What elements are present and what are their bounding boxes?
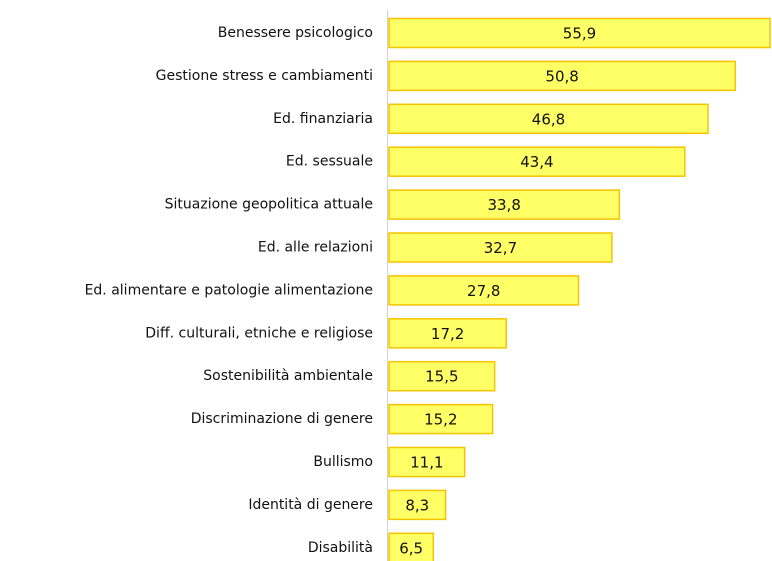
bar (388, 532, 435, 561)
bar (388, 189, 621, 220)
bar (388, 232, 613, 263)
category-label: Diff. culturali, etniche e religiose (145, 325, 373, 341)
category-label: Sostenibilità ambientale (203, 368, 373, 384)
category-label: Disabilità (308, 540, 373, 556)
data-label: 43,4 (520, 153, 553, 171)
bar (388, 275, 580, 306)
data-label: 27,8 (467, 282, 500, 300)
data-label: 17,2 (431, 325, 464, 343)
data-label: 46,8 (532, 110, 565, 128)
data-label: 15,5 (425, 368, 458, 386)
data-label: 50,8 (545, 67, 578, 85)
bar (388, 17, 771, 49)
category-label: Gestione stress e cambiamenti (156, 68, 373, 84)
data-label: 8,3 (405, 496, 429, 514)
category-label: Ed. finanziaria (273, 111, 373, 127)
category-label: Ed. sessuale (286, 154, 373, 170)
bar (388, 60, 736, 92)
category-label: Ed. alle relazioni (258, 240, 373, 256)
data-label: 11,1 (410, 454, 443, 472)
bar (388, 360, 496, 392)
bar (388, 146, 686, 177)
data-label: 55,9 (563, 25, 596, 43)
bar (388, 103, 709, 135)
data-label: 33,8 (487, 196, 520, 214)
category-label: Benessere psicologico (218, 25, 373, 41)
data-label: 32,7 (484, 239, 517, 257)
bar (388, 318, 507, 349)
category-label: Discriminazione di genere (191, 411, 373, 427)
bar (388, 489, 447, 521)
data-label: 6,5 (399, 539, 423, 557)
bar (388, 446, 466, 478)
bar (388, 403, 494, 435)
category-label: Bullismo (313, 454, 373, 470)
category-label: Situazione geopolitica attuale (165, 197, 373, 213)
data-label: 15,2 (424, 411, 457, 429)
category-label: Ed. alimentare e patologie alimentazione (85, 282, 373, 298)
category-label: Identità di genere (248, 497, 373, 513)
